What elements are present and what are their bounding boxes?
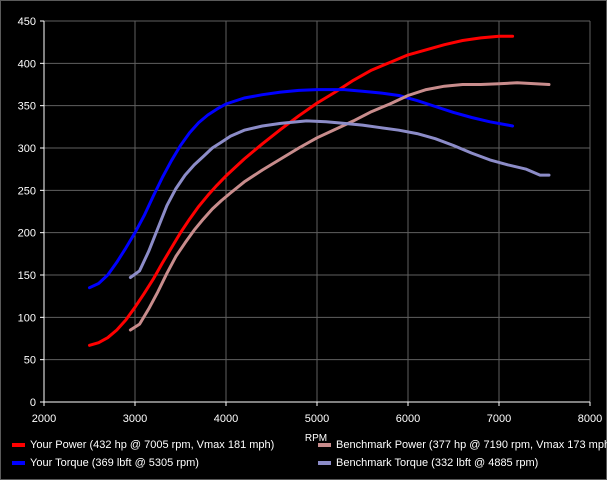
tick-labels: 2000 3000 4000 5000 6000 7000 8000 0 50 100 150 200… [18,16,603,425]
y-tick-label: 100 [18,312,36,324]
legend-label: Your Torque (369 lbft @ 5305 rpm) [30,457,199,469]
legend-item-benchmark-torque: Benchmark Torque (332 lbft @ 4885 rpm) [318,457,538,469]
x-tick-label: 4000 [214,413,238,425]
y-tick-label: 450 [18,16,36,28]
y-tick-label: 0 [30,397,36,409]
x-tick-label: 6000 [396,413,420,425]
y-tick-label: 250 [18,185,36,197]
legend-label: Benchmark Torque (332 lbft @ 4885 rpm) [336,457,539,469]
series-line-3 [128,119,551,279]
y-tick-label: 150 [18,270,36,282]
series-lines [88,34,551,347]
y-tick-label: 200 [18,228,36,240]
series-line-2 [128,81,551,332]
legend-item-benchmark-power: Benchmark Power (377 hp @ 7190 rpm, Vmax… [318,439,607,451]
legend-swatch [318,461,331,466]
x-tick-label: 2000 [32,413,56,425]
x-tick-label: 3000 [123,413,147,425]
grid [43,20,591,403]
legend-item-your-power: Your Power (432 hp @ 7005 rpm, Vmax 181 … [12,439,274,451]
x-axis-label: RPM [305,433,327,444]
axes [40,20,591,406]
legend-item-your-torque: Your Torque (369 lbft @ 5305 rpm) [12,457,199,469]
series-line-0 [88,34,515,347]
legend-swatch [12,443,25,448]
x-tick-label: 8000 [578,413,602,425]
legend-swatch [318,443,331,448]
x-tick-label: 7000 [487,413,511,425]
y-tick-label: 300 [18,143,36,155]
legend-label: Benchmark Power (377 hp @ 7190 rpm, Vmax… [336,439,607,451]
series-line-1 [88,88,515,290]
legend-label: Your Power (432 hp @ 7005 rpm, Vmax 181 … [30,439,275,451]
legend-swatch [12,461,25,466]
y-tick-label: 400 [18,58,36,70]
y-tick-label: 50 [24,355,36,367]
y-tick-label: 350 [18,101,36,113]
x-tick-label: 5000 [305,413,329,425]
